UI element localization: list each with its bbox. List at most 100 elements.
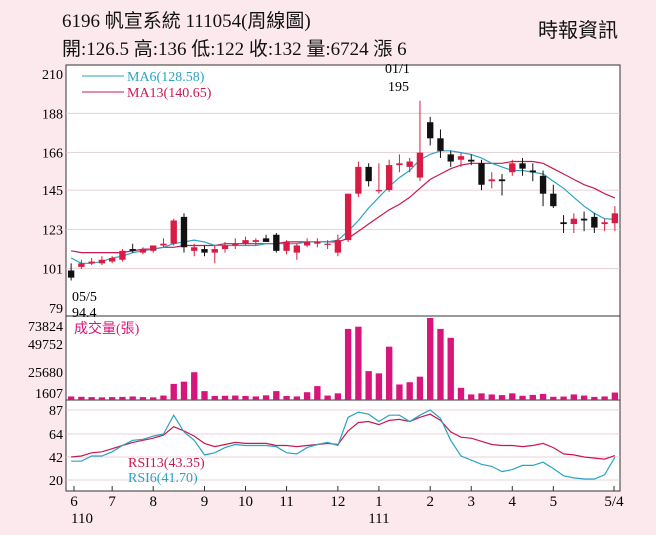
candle-body xyxy=(211,249,218,253)
high-annotation-value: 195 xyxy=(388,80,409,95)
volume-y-tick-label: 49752 xyxy=(28,338,63,353)
candle xyxy=(539,170,547,207)
volume-bar xyxy=(283,396,290,400)
candle xyxy=(139,247,147,255)
x-tick-label: 1 xyxy=(375,494,383,510)
candle xyxy=(580,211,588,232)
volume-bar xyxy=(488,394,495,400)
candle xyxy=(232,238,239,250)
candle xyxy=(529,163,536,182)
candle xyxy=(498,174,506,196)
x-tick-label: 6 xyxy=(70,494,78,510)
candle xyxy=(447,150,454,167)
candle xyxy=(242,236,249,246)
volume-bar xyxy=(324,395,331,400)
volume-y-tick-label: 73824 xyxy=(28,320,63,335)
candle-body xyxy=(591,216,598,228)
volume-bar xyxy=(406,382,413,400)
low-annotation-date: 05/5 xyxy=(72,290,97,305)
candle-body xyxy=(78,263,85,267)
candle-body xyxy=(550,193,557,207)
rsi6-line xyxy=(71,409,616,480)
candle xyxy=(88,257,95,266)
candle xyxy=(150,245,157,253)
candle xyxy=(67,263,75,281)
candle-body xyxy=(119,250,126,260)
x-tick-label: 3 xyxy=(467,494,475,510)
candle-body xyxy=(129,249,136,251)
volume-bar xyxy=(355,326,362,400)
candle-body xyxy=(88,261,95,264)
rsi-y-tick-label: 87 xyxy=(49,404,63,419)
candle-body xyxy=(457,156,465,160)
volume-bar xyxy=(478,393,485,400)
candle xyxy=(550,184,557,208)
candle-body xyxy=(447,154,454,162)
candle-body xyxy=(303,241,311,246)
volume-bar xyxy=(314,386,321,400)
volume-bar xyxy=(78,396,85,400)
candle xyxy=(98,256,106,266)
candle xyxy=(283,240,290,255)
candle-body xyxy=(273,234,280,251)
candle-body xyxy=(262,238,270,242)
volume-bar xyxy=(293,396,301,400)
x-tick-label: 11 xyxy=(279,494,293,510)
candle-body xyxy=(375,190,383,192)
candle xyxy=(324,240,331,250)
candle-body xyxy=(406,161,413,167)
volume-bar xyxy=(365,371,372,400)
x-tick-label: 2 xyxy=(426,494,434,510)
candle-body xyxy=(601,222,608,225)
candle xyxy=(570,213,578,233)
candle-body xyxy=(221,245,229,250)
price-y-tick-label: 166 xyxy=(42,147,63,162)
candle-body xyxy=(478,163,485,185)
volume-bar xyxy=(416,376,424,400)
candle xyxy=(191,243,198,257)
candle xyxy=(211,245,218,264)
price-y-tick-label: 210 xyxy=(42,68,63,83)
candle-body xyxy=(283,241,290,251)
volume-y-tick-label: 25680 xyxy=(28,366,63,381)
volume-bar xyxy=(385,346,393,400)
candle-body xyxy=(314,241,321,244)
candle xyxy=(427,116,434,146)
candle-body xyxy=(396,163,403,166)
volume-bar xyxy=(303,392,311,400)
rsi-y-tick-label: 64 xyxy=(49,428,63,443)
volume-bar xyxy=(221,395,229,400)
candle-body xyxy=(201,249,208,253)
candle-body xyxy=(580,218,588,221)
volume-bar xyxy=(344,328,352,400)
candle xyxy=(591,213,598,233)
volume-bar xyxy=(611,392,619,400)
candle xyxy=(611,206,619,232)
volume-bar xyxy=(550,396,557,400)
volume-bar xyxy=(457,387,465,400)
candle xyxy=(488,172,495,189)
volume-bar xyxy=(201,391,208,400)
candle-body xyxy=(427,122,434,139)
candle xyxy=(180,213,188,253)
candle xyxy=(396,154,403,173)
price-y-tick-label: 188 xyxy=(42,107,63,122)
legend-ma13: MA13(140.65) xyxy=(127,86,212,101)
volume-bar xyxy=(498,395,506,400)
volume-bar xyxy=(560,396,567,400)
volume-bar xyxy=(88,397,95,400)
volume-bar xyxy=(570,394,578,400)
candle-body xyxy=(242,240,249,244)
candle-body xyxy=(539,175,547,194)
candle-body xyxy=(355,166,362,194)
candle-body xyxy=(293,245,301,253)
candle xyxy=(601,218,608,232)
x-tick-label: 5 xyxy=(550,494,558,510)
candle-body xyxy=(416,152,424,178)
candle-body xyxy=(67,270,75,278)
x-tick-label: 9 xyxy=(201,494,209,510)
volume-bar xyxy=(232,395,239,400)
candle xyxy=(478,159,485,191)
price-y-tick-label: 79 xyxy=(49,302,63,317)
